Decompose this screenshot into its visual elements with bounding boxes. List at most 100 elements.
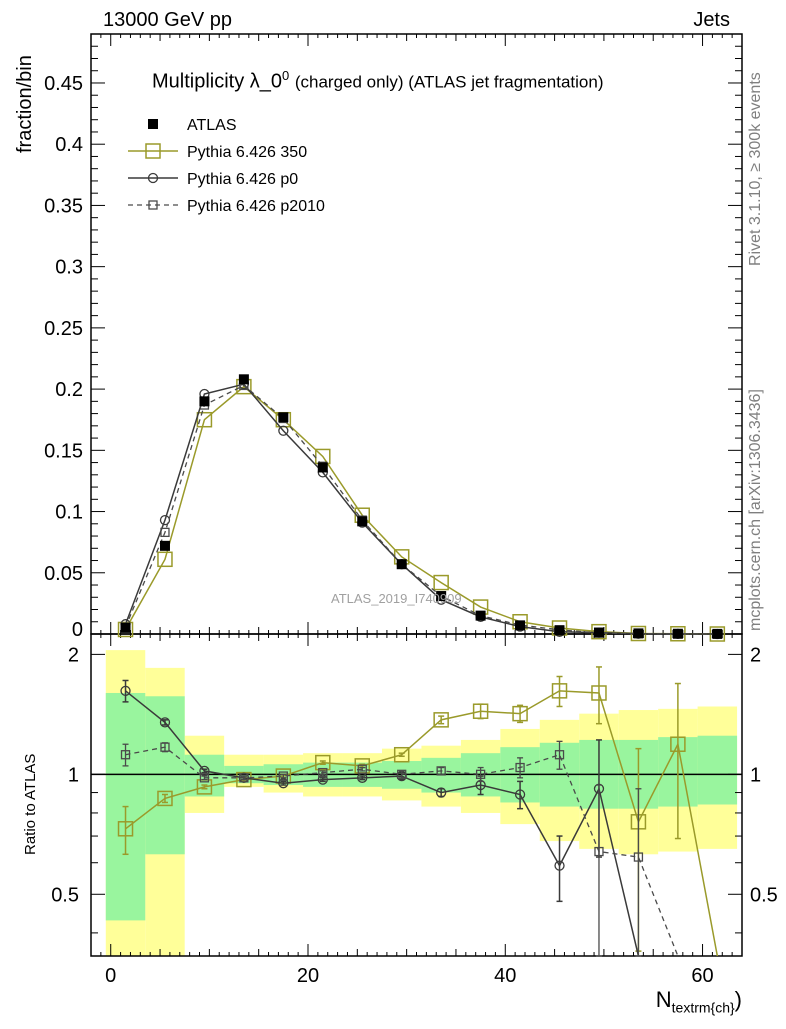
- ratio-point-p2010-7: [397, 769, 407, 779]
- x-axis-title-close: ): [734, 987, 742, 1012]
- ratio-line-p350: [125, 690, 719, 957]
- ratio-y-tick-label-right: 0.5: [750, 884, 778, 906]
- ratio-point-p350-12: [591, 685, 607, 701]
- main-point-data-7: [396, 559, 407, 570]
- main-point-data-15: [712, 628, 723, 639]
- legend-marker-data: [148, 119, 158, 129]
- legend-marker-p0: [147, 172, 159, 184]
- ratio-point-p2010-9: [475, 769, 486, 779]
- legend-label-data: ATLAS: [187, 117, 237, 134]
- rivet-version-label: Rivet 3.1.10, ≥ 300k events: [747, 72, 764, 266]
- ratio-point-p2010-0: [120, 750, 131, 760]
- analysis-watermark: ATLAS_2019_I740909: [331, 591, 462, 606]
- ratio-point-p350-8: [433, 712, 449, 728]
- ratio-point-p350-0: [117, 821, 134, 837]
- ratio-point-p2010-12: [594, 846, 604, 857]
- plot-title: Multiplicity λ_00 (charged only) (ATLAS …: [152, 68, 604, 94]
- x-axis-title-sub: textrm{ch}: [671, 999, 735, 1016]
- data-series: [117, 374, 726, 957]
- x-tick-label: 20: [297, 965, 319, 987]
- header-left-label: 13000 GeV pp: [103, 9, 232, 31]
- main-point-data-1: [159, 540, 170, 551]
- main-point-data-2: [199, 396, 210, 407]
- main-line-p2010: [124, 384, 718, 635]
- mcplots-reference-label: mcplots.cern.ch [arXiv:1306.3436]: [747, 389, 764, 631]
- ratio-point-p2010-10: [515, 762, 525, 773]
- x-axis-title: Ntextrm{ch}): [656, 987, 742, 1015]
- main-point-p2010-1: [160, 527, 170, 538]
- main-y-tick-label: 0.3: [55, 257, 83, 279]
- plot-title-superscript: 0: [282, 68, 290, 83]
- ratio-uncertainty-bands: [91, 650, 742, 956]
- ratio-point-p2010-4: [278, 771, 288, 781]
- ratio-point-p350-5: [315, 754, 331, 771]
- ratio-point-p0-2: [199, 765, 210, 777]
- main-point-data-13: [633, 628, 644, 639]
- ratio-point-p0-11: [554, 860, 565, 871]
- ratio-point-p350-1: [157, 790, 173, 807]
- main-point-data-3: [238, 374, 249, 385]
- ratio-point-p2010-6: [357, 764, 367, 774]
- legend-marker-p350: [145, 143, 161, 159]
- main-y-tick-label: 0.45: [44, 73, 83, 95]
- ratio-point-p2010-8: [436, 766, 446, 776]
- ratio-point-p2010-13: [633, 852, 644, 862]
- x-tick-label: 0: [105, 965, 116, 987]
- main-y-tick-label: 0.2: [55, 379, 83, 401]
- main-point-p350-2: [196, 411, 213, 428]
- main-y-tick-label: 0.25: [44, 318, 83, 340]
- ratio-point-p0-8: [436, 787, 447, 798]
- ratio-y-axis-title: Ratio to ATLAS: [22, 753, 39, 855]
- main-point-data-0: [120, 622, 131, 633]
- ratio-point-p350-3: [236, 771, 252, 788]
- plot-title-main: Multiplicity λ_0: [152, 70, 283, 93]
- main-point-p0-4: [278, 425, 289, 436]
- ratio-point-p0-4: [278, 778, 289, 789]
- main-point-p350-8: [433, 574, 449, 591]
- main-point-data-8: [436, 591, 447, 602]
- main-y-tick-label: 0.1: [55, 502, 83, 524]
- main-line-p0: [124, 383, 718, 635]
- legend: ATLAS Pythia 6.426 350 Pythia 6.426 p0 Pyth…: [128, 117, 325, 215]
- main-point-data-10: [515, 620, 526, 631]
- ratio-y-tick-label-left: 0.5: [51, 884, 79, 906]
- tick-marks: 0 20 40 6000.050.10.150.20.250.30.350.40.45…: [44, 34, 778, 987]
- band-inner-15: [697, 735, 738, 805]
- ratio-y-tick-label-left: 2: [68, 644, 79, 666]
- main-point-data-4: [278, 412, 289, 423]
- ratio-point-p350-9: [472, 703, 489, 719]
- ratio-point-p0-1: [159, 717, 171, 728]
- main-point-data-14: [672, 628, 683, 639]
- ratio-line-p0: [125, 690, 640, 957]
- ratio-point-p2010-2: [199, 773, 210, 783]
- main-y-tick-label: 0.15: [44, 440, 83, 462]
- ratio-point-p0-10: [514, 789, 526, 800]
- main-point-data-6: [357, 516, 368, 527]
- ratio-point-p0-5: [317, 774, 328, 785]
- ratio-point-p2010-1: [160, 742, 170, 752]
- plot-title-suffix: (charged only) (ATLAS jet fragmentation): [294, 72, 604, 92]
- main-y-tick-label: 0.35: [44, 195, 83, 217]
- legend-label-p350: Pythia 6.426 350: [187, 144, 307, 161]
- ratio-point-p350-11: [551, 683, 568, 699]
- x-tick-label: 60: [691, 965, 713, 987]
- ratio-point-p350-7: [393, 746, 410, 763]
- ratio-y-tick-label-right: 1: [750, 764, 761, 786]
- ratio-point-p2010-3: [239, 773, 249, 783]
- ratio-point-p350-14: [670, 736, 686, 752]
- ratio-y-tick-label-left: 1: [68, 764, 79, 786]
- main-y-tick-label: 0: [72, 619, 83, 641]
- x-tick-label: 40: [494, 965, 516, 987]
- header-right-label: Jets: [693, 9, 730, 31]
- main-point-data-5: [317, 462, 328, 473]
- main-point-p350-1: [157, 551, 173, 568]
- ratio-y-tick-label-right: 2: [750, 644, 761, 666]
- main-point-data-9: [475, 610, 486, 621]
- main-point-p350-12: [591, 623, 607, 640]
- ratio-point-p2010-11: [554, 750, 565, 760]
- main-point-data-12: [593, 627, 604, 638]
- ratio-point-p2010-5: [318, 767, 328, 778]
- main-point-data-11: [554, 625, 565, 636]
- legend-label-p2010: Pythia 6.426 p2010: [187, 198, 325, 215]
